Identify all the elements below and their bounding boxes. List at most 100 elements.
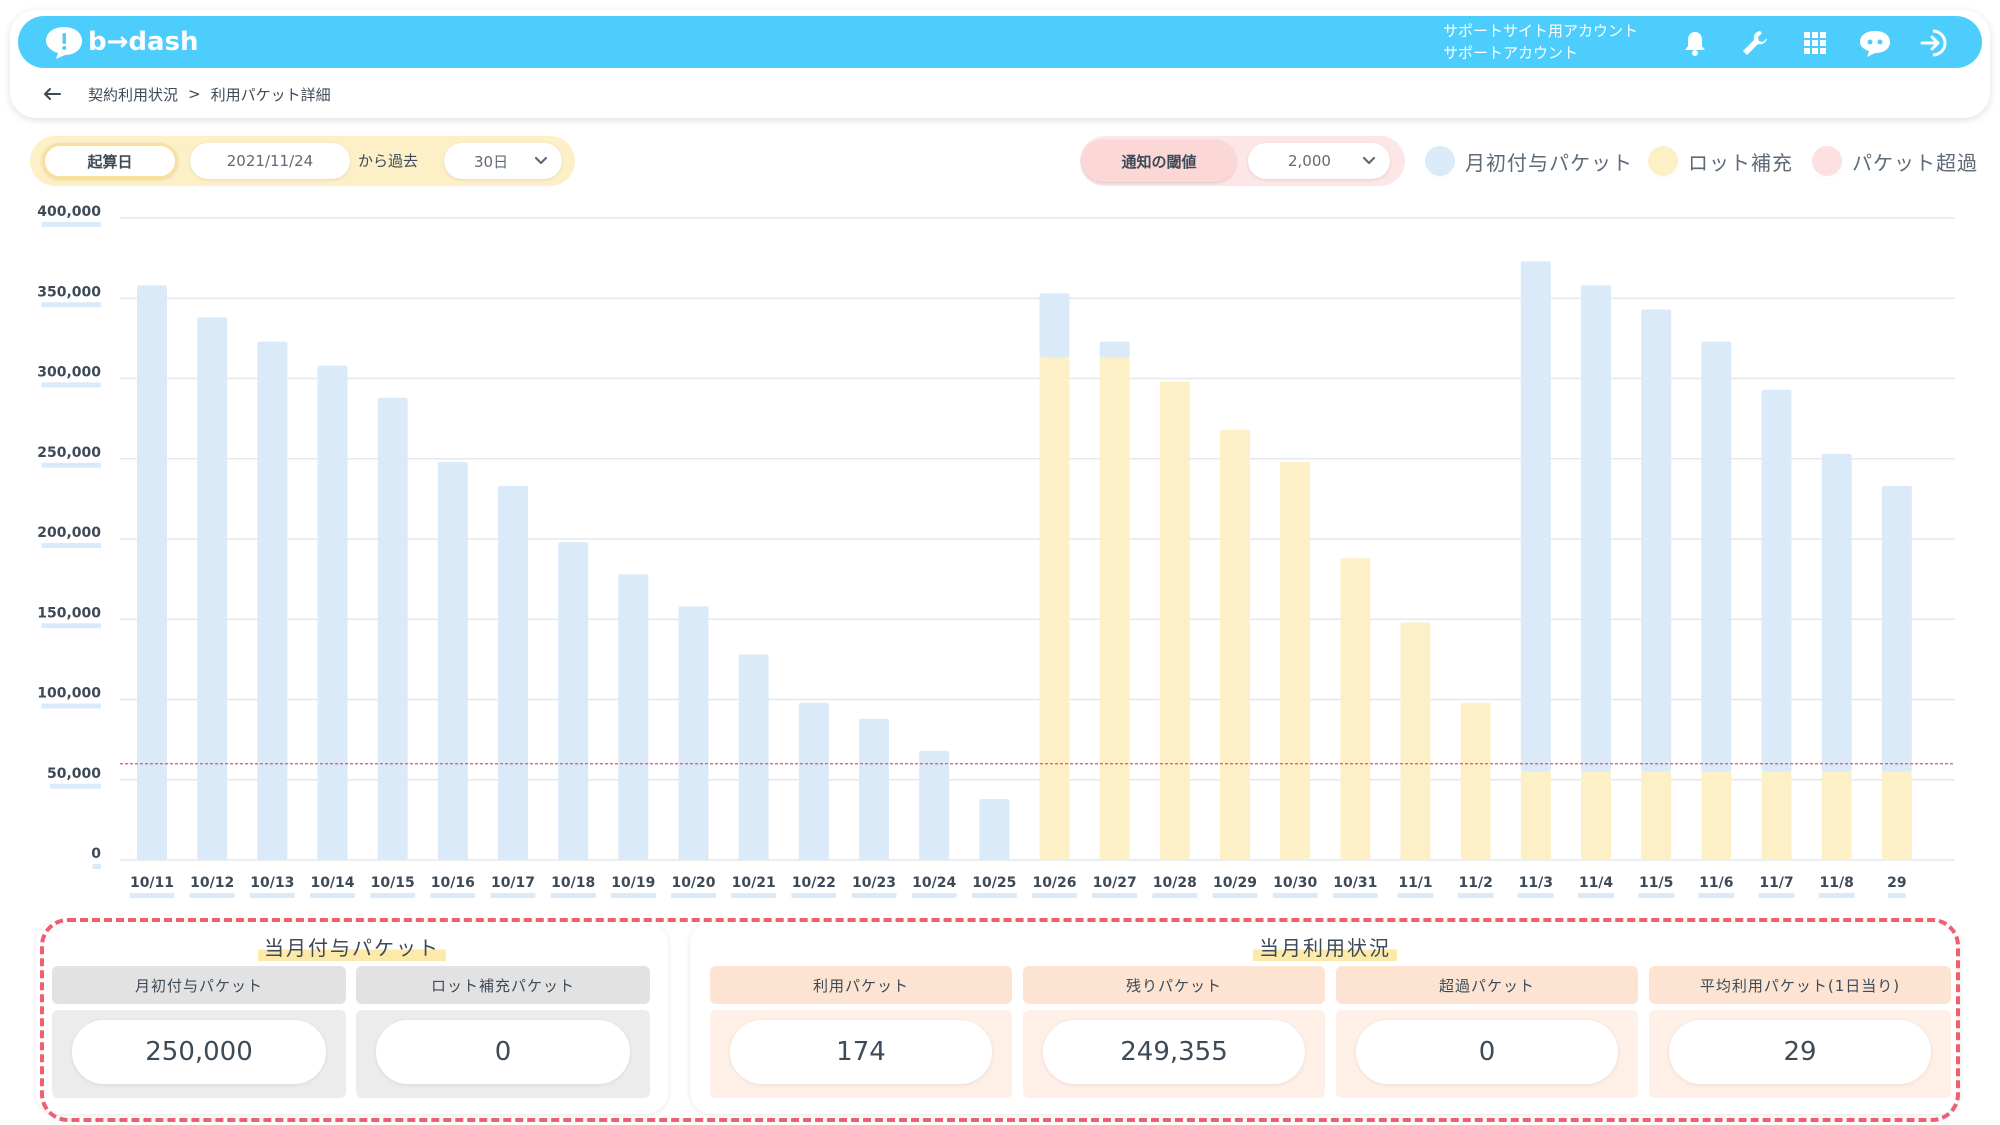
x-tick-underline (791, 893, 837, 898)
account-name: サポートサイト用アカウント (1443, 22, 1639, 40)
bar-segment (1039, 357, 1070, 860)
x-tick-label: 10/22 (792, 875, 836, 891)
x-tick-label: 10/30 (1273, 875, 1317, 891)
breadcrumb-parent-link[interactable]: 契約利用状況 (88, 85, 179, 104)
top-navigation-bar: b→dash サポートサイト用アカウント サポートアカウント (18, 16, 1982, 68)
x-tick-underline (1698, 893, 1735, 898)
x-tick-label: 10/13 (250, 875, 294, 891)
y-tick-underline (41, 302, 101, 308)
from-past-label: から過去 (358, 152, 419, 170)
x-tick-underline (430, 893, 476, 898)
x-tick-underline (1578, 893, 1614, 898)
period-select[interactable]: 30日 (444, 143, 562, 179)
stat-value: 250,000 (72, 1020, 326, 1084)
bar-segment (257, 341, 288, 860)
bar-segment (798, 702, 829, 860)
x-tick-label: 11/6 (1699, 875, 1733, 891)
x-tick-underline (1887, 893, 1906, 898)
x-tick-underline (129, 893, 175, 898)
x-tick-label: 11/5 (1639, 875, 1673, 891)
bar-segment (1821, 771, 1852, 860)
x-tick-underline (971, 893, 1017, 898)
bar-segment (377, 397, 408, 860)
chatbot-icon[interactable] (1858, 26, 1892, 60)
y-tick-underline (41, 703, 101, 709)
legend-dot-monthly-grant (1425, 146, 1455, 176)
x-tick-label: 10/15 (371, 875, 415, 891)
back-arrow-icon[interactable] (42, 84, 70, 104)
apps-grid-icon[interactable] (1798, 26, 1832, 60)
date-input[interactable]: 2021/11/24 (190, 143, 350, 179)
x-tick-underline (370, 893, 416, 898)
bar-segment (1641, 771, 1672, 860)
panel-title-text: 当月利用状況 (1253, 932, 1397, 961)
bar-segment (738, 654, 769, 860)
legend-label: ロット補充 (1688, 150, 1793, 175)
stat-value: 0 (1356, 1020, 1618, 1084)
x-tick-label: 10/11 (130, 875, 174, 891)
x-tick-label: 11/7 (1759, 875, 1793, 891)
bar-segment (1099, 341, 1130, 358)
header-card: b→dash サポートサイト用アカウント サポートアカウント (10, 10, 1990, 118)
account-info[interactable]: サポートサイト用アカウント サポートアカウント (1443, 20, 1638, 64)
bar-segment (1220, 429, 1250, 860)
x-tick-underline (1092, 893, 1138, 898)
wrench-icon[interactable] (1738, 26, 1772, 60)
bar-segment (1280, 461, 1311, 860)
x-tick-underline (1818, 893, 1855, 898)
stat-body: 29 (1649, 1010, 1951, 1098)
y-tick-label: 200,000 (37, 525, 101, 541)
bar-segment (137, 285, 167, 860)
y-tick-underline (50, 783, 101, 789)
x-tick-underline (1212, 893, 1258, 898)
x-tick-underline (1272, 893, 1318, 898)
legend-monthly-grant: 月初付与パケット (1425, 145, 1633, 177)
y-tick-underline (41, 623, 101, 629)
x-tick-underline (1332, 893, 1378, 898)
stat-label: 利用パケット (710, 966, 1012, 1004)
stat-average-daily-packets: 平均利用パケット(1日当り) 29 (1649, 966, 1951, 1098)
stat-body: 249,355 (1023, 1010, 1325, 1098)
stat-label: 月初付与パケット (52, 966, 346, 1004)
bar-segment (678, 606, 709, 860)
x-tick-label: 11/8 (1819, 875, 1853, 891)
stat-value: 249,355 (1043, 1020, 1305, 1084)
x-tick-underline (1638, 893, 1675, 898)
bar-segment (1701, 341, 1732, 772)
breadcrumb-current: 利用パケット詳細 (210, 85, 331, 104)
x-tick-underline (731, 893, 777, 898)
x-tick-label: 10/12 (190, 875, 234, 891)
date-filter-group: 起算日 2021/11/24 から過去 30日 (30, 136, 575, 186)
x-tick-label: 10/28 (1153, 875, 1197, 891)
logo-text: b→dash (88, 27, 199, 57)
stat-label: 超過パケット (1336, 966, 1638, 1004)
x-tick-underline (851, 893, 897, 898)
bar-segment (1761, 389, 1792, 772)
bar-segment (1159, 381, 1190, 860)
stat-monthly-grant: 月初付与パケット 250,000 (52, 966, 346, 1098)
x-tick-underline (249, 893, 295, 898)
bar-segment (1641, 309, 1672, 772)
bar-segment (618, 574, 649, 860)
x-tick-underline (1397, 893, 1434, 898)
start-date-button[interactable]: 起算日 (42, 143, 178, 179)
legend-label: 月初付与パケット (1465, 150, 1633, 175)
y-tick-underline (41, 462, 101, 468)
x-tick-label: 10/27 (1093, 875, 1137, 891)
legend-label: パケット超過 (1852, 150, 1978, 175)
logout-icon[interactable] (1918, 26, 1952, 60)
logo[interactable]: b→dash (44, 24, 199, 60)
y-tick-label: 0 (91, 846, 101, 862)
stat-label: ロット補充パケット (356, 966, 650, 1004)
stat-body: 0 (356, 1010, 650, 1098)
stat-body: 250,000 (52, 1010, 346, 1098)
panel-title: 当月利用状況 (690, 932, 1960, 961)
x-tick-label: 10/21 (732, 875, 776, 891)
legend-packet-overage: パケット超過 (1812, 145, 1978, 177)
bar-segment (1821, 453, 1852, 772)
threshold-select[interactable]: 2,000 (1248, 143, 1390, 179)
bell-icon[interactable] (1678, 26, 1712, 60)
x-tick-underline (1457, 893, 1494, 898)
bar-segment (437, 461, 468, 860)
bar-segment (1881, 486, 1912, 772)
